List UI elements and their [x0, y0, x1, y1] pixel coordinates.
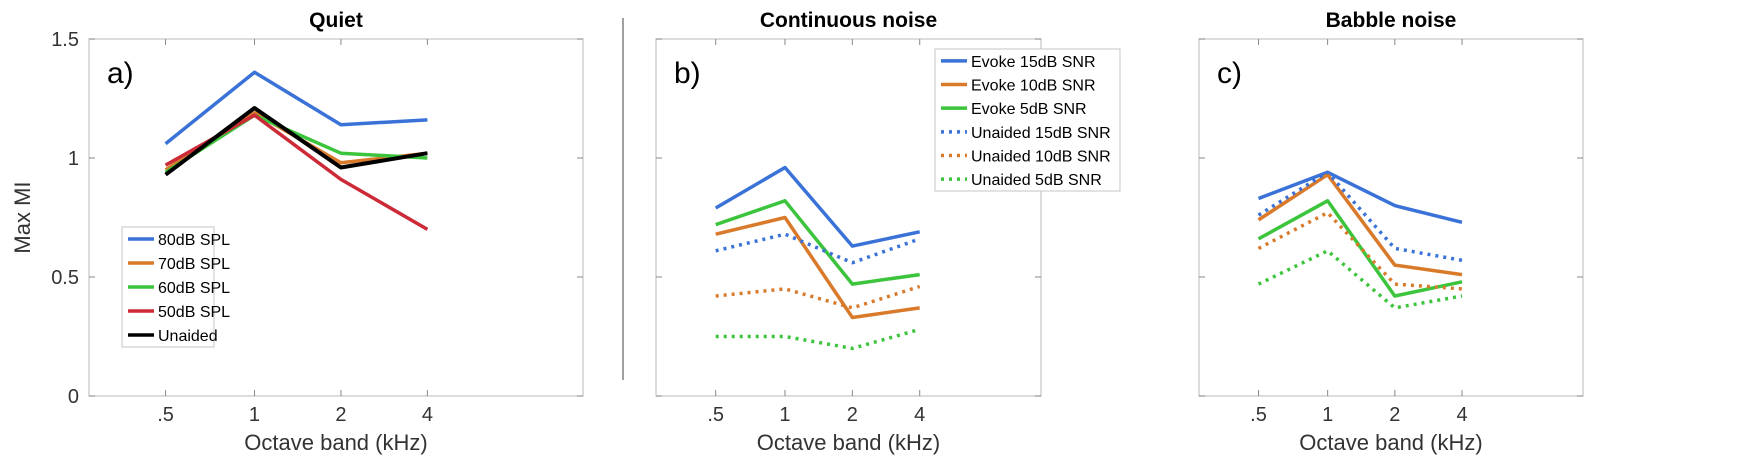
x-tick-label: 2 [1389, 404, 1400, 426]
panel-label: a) [107, 57, 134, 90]
legend-entry-label: 60dB SPL [158, 280, 230, 297]
x-axis-label: Octave band (kHz) [757, 430, 940, 455]
series-line [1257, 210, 1463, 291]
x-tick-label: 2 [335, 404, 346, 426]
x-tick-label: 1 [779, 404, 790, 426]
legend: 80dB SPL 70dB SPL 60dB SPL 50dB SPL Unaided [121, 226, 230, 348]
legend-entry-label: Unaided 15dB SNR [971, 125, 1111, 142]
series-line [715, 284, 921, 310]
plot-area [88, 38, 584, 397]
x-tick-label: 1 [249, 404, 260, 426]
y-tick-label: 0 [68, 386, 79, 408]
x-tick-label: .5 [1250, 404, 1267, 426]
chart-panel-1: Quiet a) 0 0.5 1 1.5 .5 1 2 4 Octave band (kHz) Max… [10, 9, 584, 455]
legend-box [934, 48, 1121, 192]
series-line [714, 165, 921, 248]
x-tick-label: .5 [157, 404, 174, 426]
series-line [715, 327, 921, 351]
legend-entry-label: 80dB SPL [158, 232, 230, 249]
y-tick-label: 0.5 [51, 267, 79, 289]
plot-area [655, 38, 1042, 397]
y-tick-label: 1.5 [51, 29, 79, 51]
chart-title: Quiet [309, 9, 363, 32]
x-tick-label: 4 [914, 404, 925, 426]
series-line [1257, 170, 1463, 224]
panel-label: c) [1217, 57, 1242, 90]
x-tick-label: 1 [1322, 404, 1333, 426]
y-axis-label: Max MI [10, 181, 35, 253]
x-axis-label: Octave band (kHz) [244, 430, 427, 455]
legend-entry-label: Evoke 15dB SNR [971, 54, 1096, 71]
legend-entry-label: Unaided [158, 328, 218, 345]
x-tick-label: 2 [847, 404, 858, 426]
x-tick-label: 4 [422, 404, 433, 426]
legend-entry-label: Unaided 5dB SNR [971, 172, 1102, 189]
legend-entry-label: 50dB SPL [158, 304, 230, 321]
legend-entry-label: Evoke 5dB SNR [971, 101, 1087, 118]
series-line [715, 215, 920, 320]
chart-title: Babble noise [1326, 9, 1457, 32]
series-line [1257, 172, 1463, 277]
plot-area [1198, 38, 1584, 397]
series-line [1257, 170, 1463, 263]
series-line [715, 199, 920, 286]
legend-entry-label: 70dB SPL [158, 256, 230, 273]
y-tick-label: 1 [68, 148, 79, 170]
x-axis-label: Octave band (kHz) [1299, 430, 1482, 455]
chart-title: Continuous noise [760, 9, 937, 32]
chart-panel-2: Continuous noise b) .5 1 2 4 Octave band (kHz)… [655, 9, 1121, 455]
chart-panel-3: Babble noise c) .5 1 2 4 Octave band (kHz) [1198, 9, 1584, 455]
legend-entry-label: Evoke 10dB SNR [971, 78, 1096, 95]
x-tick-label: .5 [707, 404, 724, 426]
x-tick-label: 4 [1456, 404, 1467, 426]
series-line [1257, 249, 1463, 310]
panel-label: b) [674, 57, 701, 90]
series-line [164, 70, 428, 146]
series-line [1257, 199, 1463, 298]
legend-entry-label: Unaided 10dB SNR [971, 149, 1111, 166]
series-line [164, 106, 428, 177]
legend: Evoke 15dB SNR Evoke 10dB SNR Evoke 5dB SN… [934, 48, 1121, 192]
